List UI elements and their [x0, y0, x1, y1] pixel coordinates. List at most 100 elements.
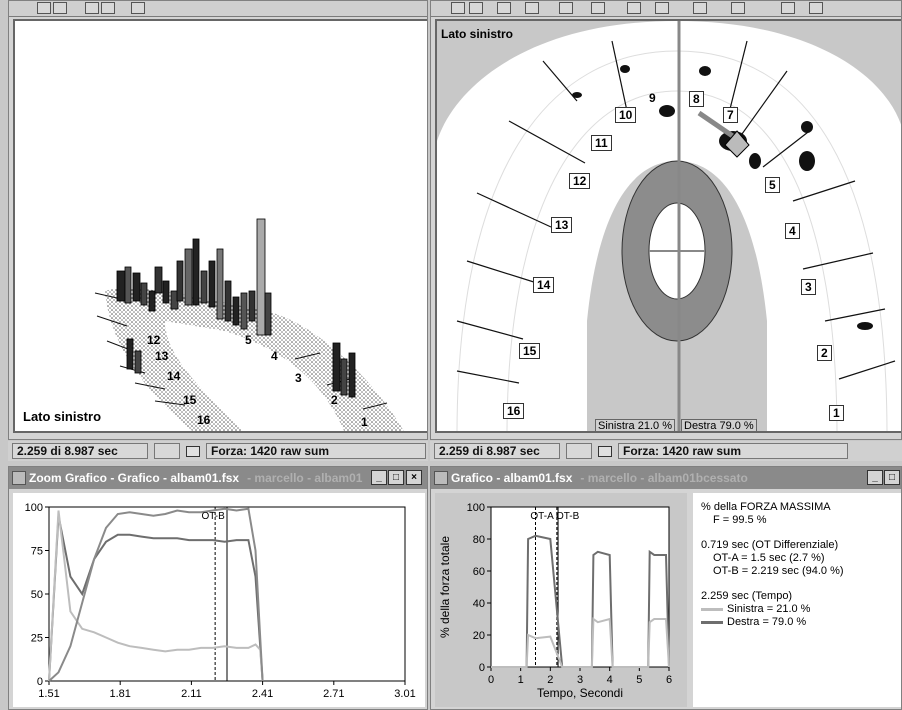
tooth-label-1: 1 — [361, 415, 368, 429]
x-tick-label: 0 — [488, 674, 494, 686]
toolbar-button[interactable] — [693, 2, 707, 14]
time-readout: 2.259 di 8.987 sec — [12, 443, 148, 459]
graph-window-titlebar[interactable]: Grafico - albam01.fsx - marcello - albam… — [431, 467, 901, 489]
destra-swatch — [701, 621, 723, 624]
app-icon — [12, 471, 26, 485]
zoom-window-titlebar[interactable]: Zoom Grafico - Grafico - albam01.fsx - m… — [9, 467, 427, 489]
x-tick-label: 2 — [547, 674, 553, 686]
close-button[interactable]: × — [406, 470, 422, 485]
pressure-map-view[interactable]: Lato sinistro 10 9 8 7 11 12 13 14 15 16… — [435, 19, 901, 433]
plot-area — [490, 506, 670, 668]
x-tick-label: 5 — [636, 674, 642, 686]
app-icon — [434, 471, 448, 485]
graph-window-title-extra: - marcello - albam01bcessato — [580, 471, 748, 485]
tooth-label-13: 13 — [551, 217, 573, 233]
graph-chart-area: 0 1 2 3 4 5 6 0 20 40 60 80 100 OT-A OT-B Tempo, Secon… — [435, 493, 687, 707]
frame-icon[interactable] — [186, 445, 200, 457]
toolbar-button[interactable] — [497, 2, 511, 14]
tooth-label-5: 5 — [765, 177, 780, 193]
legend-sinistra-label: Sinistra = 21.0 % — [727, 603, 811, 615]
maximize-button[interactable]: □ — [884, 470, 900, 485]
graph-window-title: Grafico - albam01.fsx — [451, 471, 573, 485]
tooth-label-3: 3 — [801, 279, 816, 295]
toolbar-button[interactable] — [591, 2, 605, 14]
toolbar-button[interactable] — [131, 2, 145, 14]
zoom-chart-area: 1.51 1.81 2.11 2.41 2.71 3.01 0 25 50 75 100 OT-B — [13, 493, 425, 707]
toolbar-button[interactable] — [731, 2, 745, 14]
series-line-sinistra — [48, 510, 264, 682]
x-tick-label: 2.11 — [181, 688, 202, 700]
series-line-totale — [48, 507, 264, 682]
x-tick-label: 4 — [607, 674, 613, 686]
toolbar-button[interactable] — [655, 2, 669, 14]
zoom-window-title: Zoom Grafico - Grafico - albam01.fsx — [29, 471, 240, 485]
series-line-destra — [491, 534, 670, 668]
tooth-label-1: 1 — [829, 405, 844, 421]
tooth-label-5: 5 — [245, 333, 252, 347]
zoom-line-chart: 1.51 1.81 2.11 2.41 2.71 3.01 0 25 50 75 100 OT-B — [25, 502, 416, 700]
toolbar-button[interactable] — [451, 2, 465, 14]
force-readout: Forza: 1420 raw sum — [618, 443, 848, 459]
frame-icon[interactable] — [598, 445, 612, 457]
legend-ot-diff: 0.719 sec (OT Differenziale) — [701, 539, 839, 551]
tooth-label-11: 11 — [591, 135, 612, 151]
legend-ot-b: OT-B = 2.219 sec (94.0 %) — [713, 565, 844, 577]
legend-ot-a: OT-A = 1.5 sec (2.7 %) — [713, 552, 825, 564]
x-tick-label: 2.41 — [252, 688, 273, 700]
pressure-map-panel: Lato sinistro 10 9 8 7 11 12 13 14 15 16… — [430, 0, 902, 440]
zoom-window-title-extra: - marcello - albam01 — [247, 471, 363, 485]
legend-force-value: F = 99.5 % — [713, 514, 767, 526]
status-bar-right: 2.259 di 8.987 sec Forza: 1420 raw sum — [430, 441, 902, 461]
zoom-graph-window: Zoom Grafico - Grafico - albam01.fsx - m… — [8, 466, 428, 710]
series-line-destra — [48, 515, 264, 682]
tooth-label-14: 14 — [167, 369, 181, 383]
tooth-label-16: 16 — [503, 403, 525, 419]
minimize-button[interactable]: _ — [867, 470, 883, 485]
legend-panel: % della FORZA MASSIMA F = 99.5 % 0.719 s… — [693, 493, 901, 707]
toolbar-button[interactable] — [53, 2, 67, 14]
sinistra-percent: Sinistra 21.0 % — [595, 419, 675, 431]
series-line-sinistra — [491, 617, 670, 668]
toolbar-button[interactable] — [101, 2, 115, 14]
legend-sinistra: Sinistra = 21.0 % — [701, 603, 901, 616]
y-tick-label: 0 — [479, 662, 485, 674]
status-spacer — [154, 443, 180, 459]
y-tick-label: 100 — [25, 502, 43, 514]
toolbar-button[interactable] — [469, 2, 483, 14]
view-side-label: Lato sinistro — [23, 409, 102, 424]
y-tick-label: 50 — [31, 589, 43, 601]
sinistra-swatch — [701, 608, 723, 611]
status-spacer — [566, 443, 592, 459]
legend-time: 2.259 sec (Tempo) — [701, 590, 793, 602]
toolbar-button[interactable] — [781, 2, 795, 14]
y-tick-label: 40 — [473, 598, 485, 610]
y-tick-label: 20 — [473, 630, 485, 642]
tooth-label-3: 3 — [295, 371, 302, 385]
tooth-label-4: 4 — [271, 349, 278, 363]
tooth-label-2: 2 — [331, 393, 338, 407]
tooth-label-9: 9 — [649, 91, 656, 105]
x-tick-label: 1.81 — [109, 688, 130, 700]
minimize-button[interactable]: _ — [371, 470, 387, 485]
toolbar-button[interactable] — [37, 2, 51, 14]
time-readout: 2.259 di 8.987 sec — [434, 443, 560, 459]
x-tick-label: 2.71 — [323, 688, 344, 700]
pressure-3d-view[interactable]: 12 13 14 15 16 5 4 3 2 1 Lato sinistro — [13, 19, 427, 433]
y-tick-label: 100 — [467, 502, 485, 514]
ot-annotation: OT-B — [201, 511, 225, 522]
y-tick-label: 75 — [31, 546, 43, 558]
toolbar-button[interactable] — [627, 2, 641, 14]
graph-window: Grafico - albam01.fsx - marcello - albam… — [430, 466, 902, 710]
tooth-label-4: 4 — [785, 223, 800, 239]
x-tick-label: 3.01 — [394, 688, 415, 700]
tooth-label-15: 15 — [183, 393, 197, 407]
toolbar-button[interactable] — [559, 2, 573, 14]
legend-destra: Destra = 79.0 % — [701, 616, 901, 629]
toolbar-button[interactable] — [85, 2, 99, 14]
toolbar-button[interactable] — [809, 2, 823, 14]
maximize-button[interactable]: □ — [388, 470, 404, 485]
tooth-label-16: 16 — [197, 413, 211, 427]
toolbar-button[interactable] — [525, 2, 539, 14]
view-side-label: Lato sinistro — [441, 27, 514, 41]
